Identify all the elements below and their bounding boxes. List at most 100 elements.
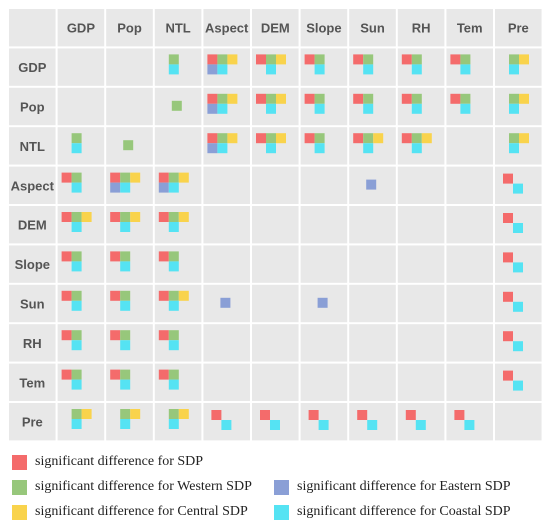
marker-gdp-ntl xyxy=(168,54,179,75)
marker-square-red xyxy=(256,133,266,144)
marker-pre-dem xyxy=(260,410,280,430)
marker-pop-slope xyxy=(304,93,325,114)
marker-square-green xyxy=(314,93,325,104)
legend-item-central: significant difference for Central SDP xyxy=(12,504,248,520)
marker-square-yellow xyxy=(81,212,92,222)
marker-square-red xyxy=(158,290,169,301)
row-header-cell-sun xyxy=(9,284,56,323)
marker-square-green xyxy=(168,330,179,341)
cell-aspect-aspect xyxy=(203,166,250,204)
marker-square-yellow xyxy=(227,93,238,104)
marker-square-green xyxy=(363,54,374,65)
cell-tem-dem xyxy=(252,363,299,401)
row-header-gdp: GDP xyxy=(18,60,47,75)
col-header-aspect: Aspect xyxy=(205,21,249,36)
marker-sun-slope xyxy=(317,297,328,308)
marker-square-red xyxy=(110,369,121,380)
marker-square-cyan xyxy=(513,380,523,391)
marker-ntl-gdp xyxy=(71,133,82,154)
marker-square-red xyxy=(61,251,72,262)
marker-pop-sun xyxy=(353,93,374,114)
marker-square-red xyxy=(353,133,364,144)
marker-pre-rh xyxy=(405,410,426,430)
legend-swatch-blue xyxy=(274,479,289,495)
marker-square-red xyxy=(304,93,315,104)
legend: significant difference for SDP significa… xyxy=(0,444,550,526)
marker-square-blue xyxy=(158,182,169,193)
legend-item-sdp: significant difference for SDP xyxy=(12,454,203,470)
marker-square-green xyxy=(71,330,82,341)
marker-ntl-dem xyxy=(256,133,286,154)
marker-square-cyan xyxy=(71,261,82,272)
marker-square-cyan xyxy=(509,64,519,75)
marker-pop-pre xyxy=(509,93,529,114)
marker-square-red xyxy=(450,93,461,104)
col-header-cell-aspect xyxy=(203,9,250,47)
legend-swatch-green xyxy=(12,479,27,495)
row-header-cell-pop xyxy=(9,87,56,126)
marker-square-green xyxy=(120,212,131,222)
col-header-dem: DEM xyxy=(261,21,290,36)
marker-slope-pop xyxy=(110,251,131,272)
marker-square-red xyxy=(61,172,72,183)
marker-square-yellow xyxy=(81,409,92,419)
marker-pre-pop xyxy=(120,409,141,429)
row-header-rh: RH xyxy=(23,336,42,351)
marker-square-cyan xyxy=(71,340,82,351)
cell-dem-aspect xyxy=(203,206,250,244)
marker-sun-pre xyxy=(503,291,523,312)
marker-square-green xyxy=(71,290,82,301)
marker-square-red xyxy=(61,330,72,341)
col-header-slope: Slope xyxy=(306,21,341,36)
marker-square-red xyxy=(503,213,513,223)
marker-square-cyan xyxy=(217,143,228,154)
marker-square-cyan xyxy=(168,64,179,75)
cell-slope-aspect xyxy=(203,245,250,283)
marker-square-green xyxy=(266,93,276,104)
cell-rh-tem xyxy=(446,324,493,362)
marker-square-cyan xyxy=(217,64,228,75)
row-header-cell-tem xyxy=(9,363,56,401)
marker-slope-pre xyxy=(503,252,523,273)
marker-dem-ntl xyxy=(158,212,189,232)
marker-square-cyan xyxy=(411,64,422,75)
marker-square-green xyxy=(266,54,276,65)
marker-rh-pop xyxy=(110,330,131,351)
cell-rh-dem xyxy=(252,324,299,362)
marker-square-red xyxy=(503,370,513,381)
marker-square-red xyxy=(401,93,412,104)
marker-square-yellow xyxy=(227,54,238,65)
legend-label-eastern: significant difference for Eastern SDP xyxy=(297,479,511,494)
marker-dem-pop xyxy=(110,212,141,232)
marker-square-green xyxy=(123,140,134,151)
marker-slope-ntl xyxy=(158,251,179,272)
marker-square-green xyxy=(168,54,179,65)
col-header-tem: Tem xyxy=(457,21,483,36)
legend-item-western: significant difference for Western SDP xyxy=(12,479,252,495)
marker-square-green xyxy=(71,369,82,380)
marker-square-green xyxy=(411,133,422,144)
marker-square-cyan xyxy=(270,420,280,430)
marker-square-yellow xyxy=(276,54,286,65)
cell-rh-sun xyxy=(349,324,396,362)
marker-square-red xyxy=(353,93,364,104)
marker-gdp-tem xyxy=(450,54,471,75)
marker-square-red xyxy=(110,172,121,183)
row-header-cell-pre xyxy=(9,403,56,441)
marker-square-blue xyxy=(207,64,218,75)
legend-item-coastal: significant difference for Coastal SDP xyxy=(274,504,511,520)
marker-square-green xyxy=(168,290,179,301)
cell-slope-slope xyxy=(300,245,348,283)
marker-square-cyan xyxy=(513,223,523,233)
col-header-pre: Pre xyxy=(508,21,529,36)
marker-square-red xyxy=(260,410,270,420)
marker-square-yellow xyxy=(130,172,141,183)
marker-gdp-pre xyxy=(509,54,529,75)
marker-square-red xyxy=(503,291,513,302)
marker-square-cyan xyxy=(513,262,523,273)
marker-square-red xyxy=(158,330,169,341)
marker-square-cyan xyxy=(266,143,276,154)
marker-pop-dem xyxy=(256,93,286,114)
row-header-cell-aspect xyxy=(9,166,56,204)
legend-label-western: significant difference for Western SDP xyxy=(35,479,252,494)
